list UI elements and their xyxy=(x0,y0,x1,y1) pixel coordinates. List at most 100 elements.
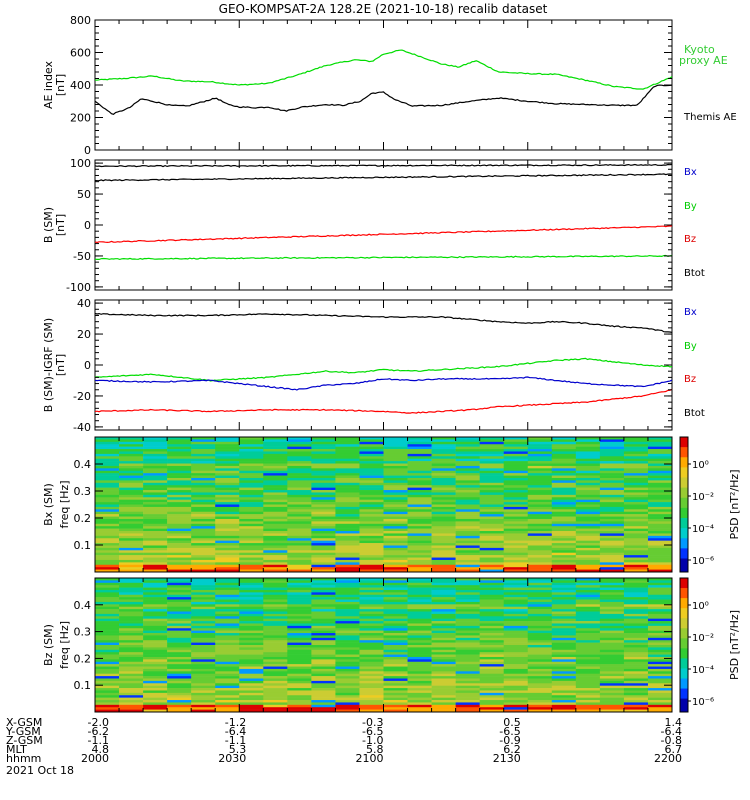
specz-cell xyxy=(191,621,216,624)
specz-cell xyxy=(503,654,529,658)
specz-cell xyxy=(479,601,505,605)
bsm-legend-bz: Bz xyxy=(684,234,696,245)
specz-cell xyxy=(143,611,168,615)
specx-cell xyxy=(239,516,264,520)
specx-cell xyxy=(479,473,505,476)
specx-cell xyxy=(311,453,336,457)
specz-cell xyxy=(623,635,649,639)
specx-cell xyxy=(431,487,456,491)
specx-cell xyxy=(455,523,480,527)
specx-cell xyxy=(431,437,456,440)
specx-cell xyxy=(311,458,336,462)
specz-cell xyxy=(311,700,336,703)
specz-cell xyxy=(191,582,216,586)
specz-ytick-label: 0.1 xyxy=(74,679,92,692)
specx-cell xyxy=(311,499,336,503)
specx-colorbar xyxy=(679,436,689,573)
specz-cell xyxy=(95,642,120,646)
specz-cell xyxy=(95,630,120,634)
specz-cell xyxy=(455,599,480,603)
bsm-ylabel: B (SM) xyxy=(42,207,55,243)
specz-cell xyxy=(431,688,456,691)
specz-cell xyxy=(527,587,553,591)
specx-cell xyxy=(263,439,288,443)
specz-cell xyxy=(263,585,288,588)
specz-cell xyxy=(647,587,673,591)
specz-cell xyxy=(311,618,336,622)
specz-cell xyxy=(263,587,288,591)
specx-cell xyxy=(215,473,240,476)
specx-cell xyxy=(95,480,120,484)
specz-cell xyxy=(359,616,384,619)
specx-cell xyxy=(623,543,649,546)
specx-cell xyxy=(287,439,312,443)
specx-cell xyxy=(263,523,288,527)
specz-cell xyxy=(479,702,505,706)
specz-cell xyxy=(191,592,216,596)
specx-cell xyxy=(119,465,144,469)
specx-cell xyxy=(263,557,288,561)
specz-cell xyxy=(455,661,480,665)
specz-cell xyxy=(479,683,505,686)
specx-cell xyxy=(167,482,192,486)
specz-colorbar-cell xyxy=(680,584,688,589)
specx-cell xyxy=(623,477,649,481)
specz-cell xyxy=(311,680,336,684)
specx-cell xyxy=(215,463,240,467)
specz-cell xyxy=(95,680,120,684)
specz-cell xyxy=(647,640,673,643)
specz-cell xyxy=(455,690,480,694)
specx-cell xyxy=(287,504,312,508)
specz-cell xyxy=(191,668,216,672)
specz-cell xyxy=(335,609,360,612)
bigrf-legend-btot: Btot xyxy=(684,408,705,419)
specx-ytick-label: 0.2 xyxy=(74,512,92,525)
specx-cell xyxy=(407,528,432,532)
specx-cell xyxy=(143,499,168,503)
specz-cell xyxy=(599,683,625,686)
specx-cell xyxy=(431,526,456,529)
specz-cell xyxy=(191,656,216,660)
specz-cell xyxy=(503,621,529,624)
specx-cell xyxy=(311,502,336,505)
specz-cell xyxy=(335,601,360,605)
specz-cell xyxy=(119,695,144,698)
specx-cell xyxy=(191,528,216,532)
specz-cell xyxy=(575,690,601,694)
specx-cell xyxy=(287,531,312,534)
specz-cell xyxy=(359,637,384,641)
specx-cell xyxy=(407,506,432,510)
specx-cell xyxy=(455,538,480,541)
specx-cell xyxy=(95,538,120,541)
specz-colorbar-cell xyxy=(680,624,688,629)
specx-cell xyxy=(215,547,240,551)
specz-cell xyxy=(287,625,312,629)
specz-cell xyxy=(599,688,625,691)
specx-cell xyxy=(431,449,456,452)
specx-cell xyxy=(287,521,312,525)
specx-cell xyxy=(95,475,120,479)
specz-cell xyxy=(215,640,240,643)
specz-cell xyxy=(335,673,360,677)
specx-cell xyxy=(599,485,625,488)
specx-cell xyxy=(527,550,553,554)
specz-cell xyxy=(167,621,192,624)
specz-cell xyxy=(335,611,360,615)
specx-cell xyxy=(311,555,336,558)
specx-cell xyxy=(119,511,144,515)
specz-cell xyxy=(647,616,673,619)
specz-cell xyxy=(167,628,192,631)
specx-cell xyxy=(335,437,360,440)
specx-cell xyxy=(599,521,625,525)
specx-cell xyxy=(311,523,336,527)
specx-cell xyxy=(575,518,601,522)
specz-cell xyxy=(383,628,408,631)
specx-cell xyxy=(119,559,144,563)
specx-cell xyxy=(599,465,625,469)
specz-cell xyxy=(191,673,216,677)
specx-cell xyxy=(263,444,288,447)
specx-cell xyxy=(191,523,216,527)
specz-cell xyxy=(239,613,264,617)
specx-cell xyxy=(239,463,264,467)
specz-cell xyxy=(239,680,264,684)
